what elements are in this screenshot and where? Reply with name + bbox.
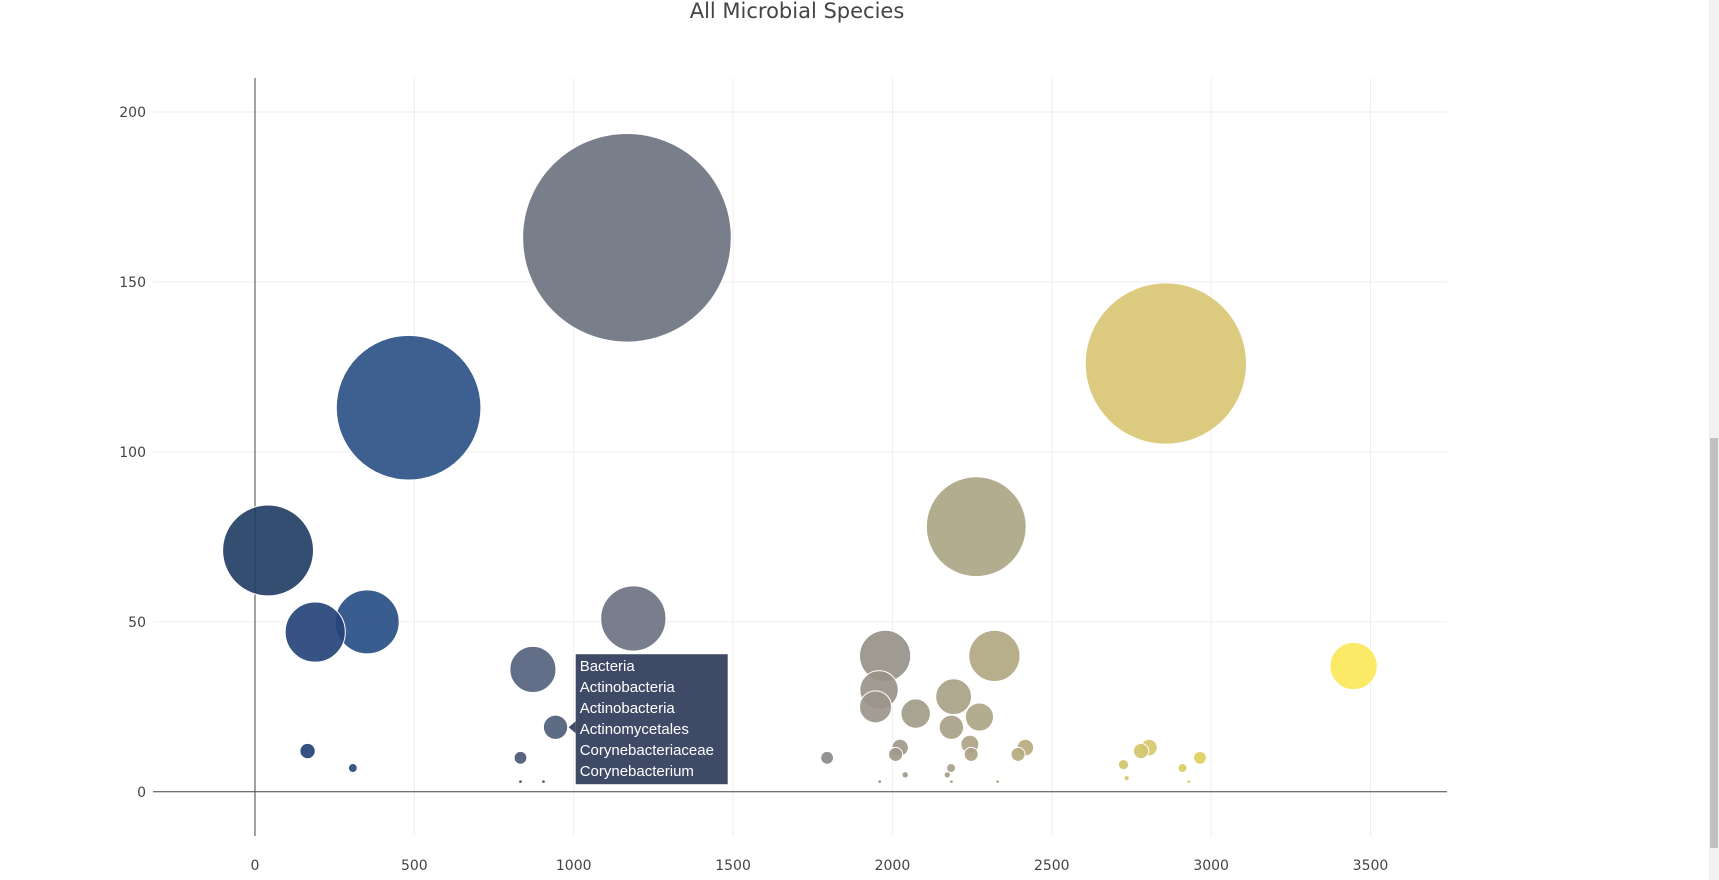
bubble-point[interactable] [888,746,904,762]
x-tick-label: 1500 [715,858,751,874]
bubble-point[interactable] [1010,746,1026,762]
y-tick-label: 100 [119,445,146,461]
x-tick-label: 2500 [1034,858,1070,874]
hover-tooltip: Bacteria Actinobacteria Actinobacteria Acti… [568,654,728,785]
bubble-point[interactable] [600,585,667,652]
tooltip-pointer [568,721,576,734]
tooltip-line: Corynebacteriaceae [580,742,714,759]
bubble-point[interactable] [541,779,546,785]
bubble-point[interactable] [925,476,1027,578]
bubble-point[interactable] [347,763,358,773]
bubble-point[interactable] [522,132,732,343]
x-tick-label: 0 [251,858,260,874]
bubble-point[interactable] [1132,742,1150,760]
bubble-point[interactable] [946,763,957,773]
bubble-point[interactable] [1193,750,1207,765]
x-tick-label: 1000 [556,858,592,874]
tooltip-line: Actinobacteria [580,700,676,717]
bubble-point[interactable] [542,714,569,740]
bubble-point[interactable] [509,645,557,693]
tooltip-line: Bacteria [580,658,636,675]
bubble-point[interactable] [335,334,482,481]
tooltip-line: Corynebacterium [580,763,694,780]
bubble-point[interactable] [1177,763,1188,773]
bubble-point[interactable] [963,746,979,762]
bubble-point[interactable] [938,714,965,740]
axes [153,78,1447,836]
bubble-point[interactable] [948,779,954,785]
data-points[interactable] [222,132,1378,785]
y-tick-label: 200 [119,105,146,121]
page-scrollbar[interactable] [1709,0,1719,880]
chart-title: All Microbial Species [690,0,905,23]
y-tick-label: 150 [119,275,146,291]
y-tick-label: 50 [128,615,146,631]
bubble-point[interactable] [1186,779,1192,785]
bubble-point[interactable] [1084,282,1248,445]
bubble-point[interactable] [222,504,314,597]
bubble-point[interactable] [1123,775,1130,782]
bubble-point[interactable] [900,698,931,729]
bubble-point[interactable] [877,779,883,785]
x-tick-label: 2000 [875,858,911,874]
bubble-point[interactable] [334,589,400,655]
bubble-point[interactable] [943,771,951,779]
bubble-point[interactable] [968,629,1021,682]
y-tick-label: 0 [137,785,146,801]
x-tick-label: 500 [401,858,428,874]
tooltip-box [575,654,728,785]
bubble-point[interactable] [1329,641,1378,691]
tooltip-line: Actinomycetales [580,721,689,738]
bubble-point[interactable] [299,742,316,760]
bubble-point[interactable] [284,601,346,663]
scrollbar-thumb[interactable] [1710,438,1718,848]
gridlines [153,78,1447,836]
bubble-point[interactable] [901,771,909,779]
bubble-point[interactable] [1117,758,1130,771]
bubble-point[interactable] [935,678,973,716]
x-tick-label: 3500 [1353,858,1389,874]
tick-labels: 0 500 1000 1500 2000 2500 3000 3500 0 50 100 150 200 [119,105,1388,874]
bubble-point[interactable] [513,750,528,765]
bubble-point[interactable] [518,779,523,785]
bubble-point[interactable] [995,779,1001,785]
tooltip-line: Actinobacteria [580,679,676,696]
bubble-point[interactable] [964,702,995,732]
bubble-point[interactable] [820,750,834,765]
bubble-point[interactable] [859,690,893,724]
x-tick-label: 3000 [1193,858,1229,874]
